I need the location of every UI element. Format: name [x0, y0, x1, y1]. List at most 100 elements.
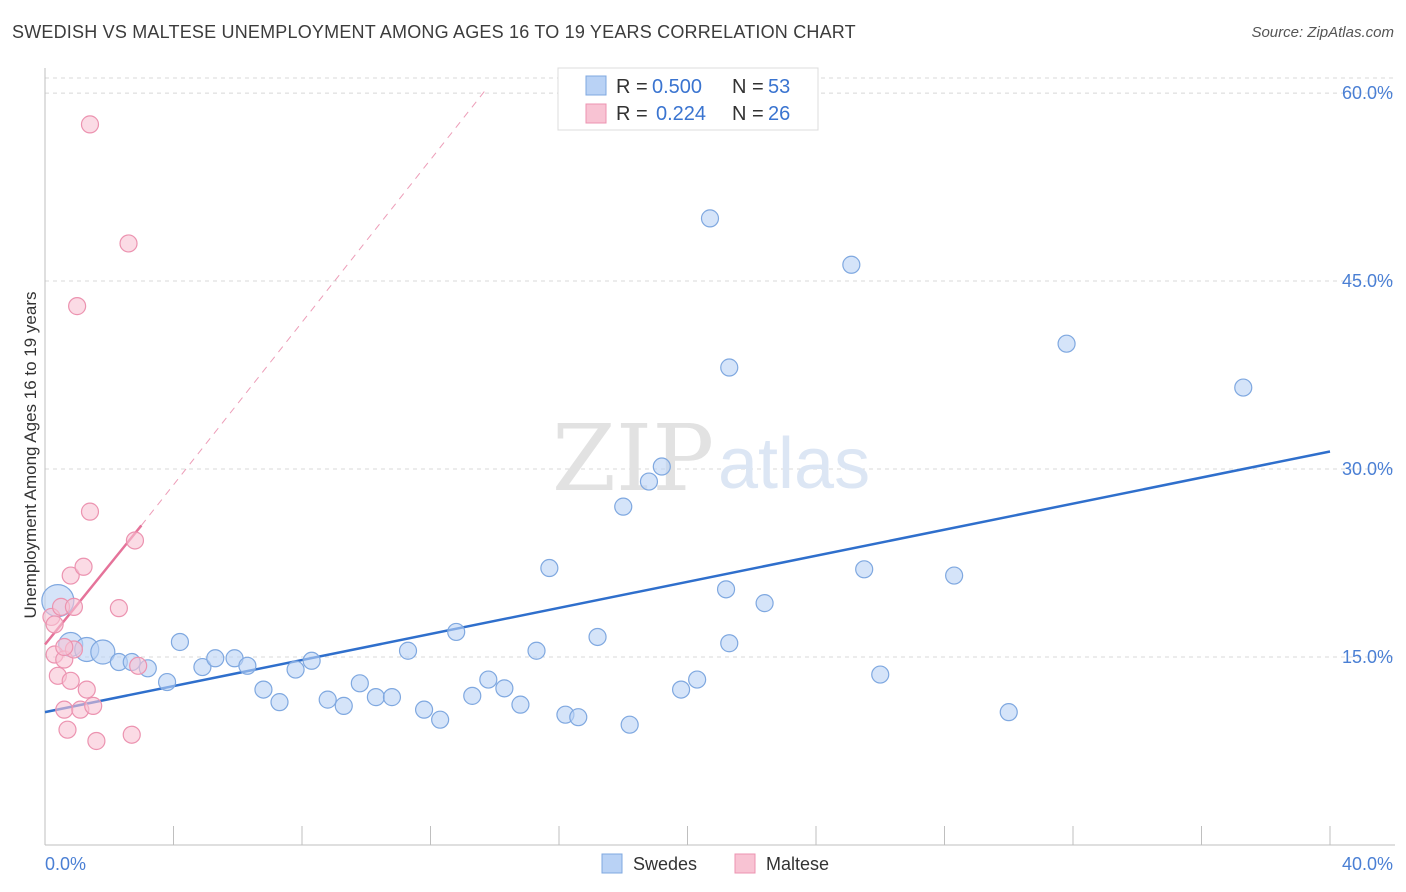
- source-label: Source: ZipAtlas.com: [1251, 24, 1394, 41]
- tick-labels: 15.0% 30.0% 45.0% 60.0% 0.0% 40.0%: [45, 83, 1393, 874]
- point-swedes-31: [540, 558, 559, 578]
- point-maltese-12: [68, 297, 87, 316]
- point-swedes-35: [614, 497, 633, 516]
- point-swedes-29: [511, 695, 530, 714]
- y-tick-label-1: 30.0%: [1342, 459, 1393, 479]
- trend-line-maltese-2: [140, 90, 486, 526]
- point-swedes-39: [671, 680, 691, 699]
- y-tick-label-3: 60.0%: [1342, 83, 1393, 103]
- point-maltese-19: [87, 731, 106, 751]
- legend-n-label: N =: [732, 76, 764, 98]
- legend-row-maltese: R = 0.224 N = 26: [616, 103, 790, 125]
- legend-r-value-maltese: 0.224: [656, 103, 706, 125]
- point-swedes-12: [238, 656, 257, 675]
- point-maltese-24: [129, 656, 148, 675]
- point-maltese-20: [109, 599, 128, 618]
- point-maltese-11: [64, 597, 84, 616]
- point-swedes-47: [842, 255, 861, 274]
- point-swedes-25: [447, 622, 466, 642]
- point-swedes-20: [366, 688, 385, 707]
- trend-line-swedes-0: [44, 450, 1331, 714]
- point-maltese-7: [58, 720, 77, 739]
- point-maltese-8: [61, 671, 80, 690]
- legend-r-value-swedes: 0.500: [652, 76, 702, 98]
- point-maltese-18: [84, 696, 103, 715]
- point-swedes-50: [999, 703, 1018, 722]
- point-swedes-15: [286, 660, 305, 679]
- point-swedes-46: [855, 560, 874, 579]
- point-swedes-48: [871, 665, 890, 684]
- legend-n-label: N =: [732, 103, 764, 125]
- point-maltese-16: [80, 502, 100, 521]
- legend: R = 0.500 N = 53 R = 0.224 N = 26: [557, 67, 819, 131]
- watermark-atlas: atlas: [718, 424, 870, 504]
- point-swedes-8: [170, 632, 190, 652]
- point-swedes-45: [755, 594, 774, 613]
- point-swedes-24: [431, 710, 450, 729]
- bottom-legend-swatch-maltese: [734, 853, 756, 874]
- legend-swatch-maltese: [585, 103, 607, 124]
- point-swedes-23: [414, 700, 434, 719]
- point-swedes-27: [479, 670, 498, 689]
- point-swedes-21: [382, 688, 402, 707]
- point-maltese-5: [55, 700, 74, 719]
- point-swedes-7: [157, 672, 177, 692]
- point-maltese-9: [61, 566, 80, 585]
- point-maltese-1: [45, 615, 64, 634]
- grid-lines: [45, 77, 1395, 658]
- point-maltese-15: [77, 680, 96, 699]
- trend-lines: [44, 90, 1331, 714]
- bottom-legend-swatch-swedes: [601, 853, 623, 874]
- point-maltese-25: [55, 637, 74, 657]
- point-swedes-13: [254, 680, 273, 699]
- point-swedes-14: [270, 693, 289, 712]
- y-tick-label-0: 15.0%: [1342, 647, 1393, 667]
- point-swedes-19: [350, 674, 369, 693]
- x-tick-label-min: 0.0%: [45, 854, 86, 874]
- point-swedes-9: [193, 657, 212, 677]
- bottom-legend-maltese: Maltese: [766, 854, 829, 874]
- watermark-zip: ZIP: [552, 405, 714, 512]
- point-swedes-3: [90, 639, 116, 665]
- point-swedes-51: [1057, 334, 1076, 353]
- point-swedes-22: [398, 641, 418, 660]
- point-swedes-17: [318, 690, 337, 709]
- legend-n-value-swedes: 53: [768, 76, 790, 98]
- x-tick-label-max: 40.0%: [1342, 854, 1393, 874]
- point-swedes-10: [206, 649, 225, 668]
- point-swedes-52: [1234, 378, 1253, 397]
- bottom-legend-swedes: Swedes: [633, 854, 697, 874]
- point-swedes-34: [588, 627, 607, 647]
- point-swedes-26: [463, 686, 482, 705]
- bottom-legend: Swedes Maltese: [601, 853, 829, 874]
- axes: [44, 68, 1395, 846]
- point-swedes-49: [945, 566, 964, 585]
- point-swedes-37: [639, 472, 659, 491]
- point-maltese-23: [125, 531, 145, 550]
- point-swedes-18: [334, 696, 353, 715]
- point-swedes-30: [527, 641, 546, 660]
- point-swedes-42: [716, 580, 736, 599]
- legend-r-label: R =: [616, 103, 648, 125]
- y-tick-label-2: 45.0%: [1342, 271, 1393, 291]
- point-swedes-28: [495, 679, 514, 698]
- legend-r-label: R =: [616, 76, 648, 98]
- point-swedes-40: [688, 670, 707, 689]
- y-axis-label: Unemployment Among Ages 16 to 19 years: [21, 292, 40, 619]
- legend-n-value-maltese: 26: [768, 103, 790, 125]
- data-points: [41, 115, 1253, 751]
- point-maltese-14: [74, 557, 93, 576]
- point-swedes-44: [720, 634, 739, 653]
- chart-title: SWEDISH VS MALTESE UNEMPLOYMENT AMONG AG…: [12, 22, 856, 42]
- point-swedes-36: [620, 715, 639, 734]
- point-swedes-16: [302, 651, 321, 670]
- legend-row-swedes: R = 0.500 N = 53: [616, 76, 790, 98]
- point-maltese-17: [80, 115, 100, 134]
- point-swedes-38: [652, 457, 671, 476]
- point-swedes-33: [569, 708, 588, 727]
- point-maltese-21: [119, 234, 138, 253]
- watermark: ZIP atlas: [552, 405, 870, 512]
- point-maltese-22: [122, 725, 141, 744]
- point-swedes-41: [700, 209, 720, 228]
